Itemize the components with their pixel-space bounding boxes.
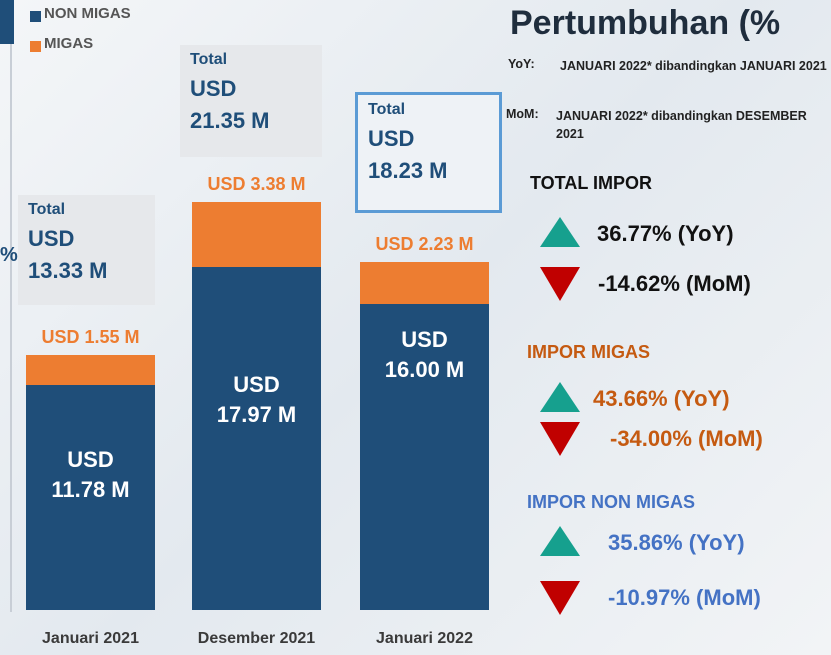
edge-text: %: [0, 244, 18, 266]
x-tick-label: Januari 2021: [42, 630, 139, 647]
note-text: JANUARI 2022* dibandingkan JANUARI 2021: [560, 59, 827, 73]
growth-arrow: [540, 217, 580, 247]
bar-segment: [192, 266, 321, 610]
total-title: Total: [368, 101, 406, 118]
bar-segment: [26, 385, 155, 610]
growth-label: -34.00% (MoM): [610, 426, 763, 451]
value-label: USD 3.38 M: [207, 174, 306, 195]
legend-swatch: [30, 11, 41, 22]
bar-segment: [360, 261, 489, 305]
section-title: TOTAL IMPOR: [530, 173, 653, 193]
growth-label: -10.97% (MoM): [608, 585, 761, 610]
corner-block: [0, 0, 14, 44]
bar-segment: [192, 202, 321, 267]
growth-arrow: [540, 382, 580, 412]
note-text: JANUARI 2022* dibandingkan DESEMBER 2021: [556, 109, 807, 141]
growth-label: -14.62% (MoM): [598, 271, 751, 296]
note-key: MoM:: [506, 107, 539, 121]
legend-swatch: [30, 41, 41, 52]
growth-label: 36.77% (YoY): [597, 221, 734, 246]
total-label: USD 21.35 M: [190, 76, 270, 133]
growth-label: 35.86% (YoY): [608, 530, 745, 555]
total-box: Total USD 13.33 M: [18, 195, 155, 305]
legend-label: MIGAS: [44, 35, 94, 52]
total-title: Total: [28, 201, 66, 218]
x-tick-label: Januari 2022: [376, 630, 473, 647]
growth-label: 43.66% (YoY): [593, 386, 730, 411]
bar-segment: [360, 304, 489, 610]
section-title: IMPOR MIGAS: [527, 342, 651, 362]
growth-arrow: [540, 581, 580, 615]
growth-arrow: [540, 267, 580, 301]
legend-label: NON MIGAS: [44, 5, 131, 22]
total-box: Total USD 18.23 M: [355, 92, 502, 213]
total-box: Total USD 21.35 M: [180, 45, 322, 157]
value-label: USD 2.23 M: [375, 233, 474, 254]
x-tick-label: Desember 2021: [197, 630, 316, 647]
growth-arrow: [540, 526, 580, 556]
total-label: USD 18.23 M: [368, 126, 448, 183]
frame-line: [10, 44, 12, 612]
growth-arrow: [540, 422, 580, 456]
total-label: USD 13.33 M: [28, 226, 108, 283]
section-title: IMPOR NON MIGAS: [527, 492, 696, 512]
total-title: Total: [190, 51, 228, 68]
bar-segment: [26, 355, 155, 385]
value-label: USD 17.97 M: [216, 372, 297, 427]
value-label: USD 16.00 M: [384, 327, 465, 382]
note-key: YoY:: [508, 57, 535, 71]
panel-title: Pertumbuhan (%: [510, 4, 781, 42]
value-label: USD 1.55 M: [41, 327, 140, 348]
value-label: USD 11.78 M: [51, 447, 130, 502]
